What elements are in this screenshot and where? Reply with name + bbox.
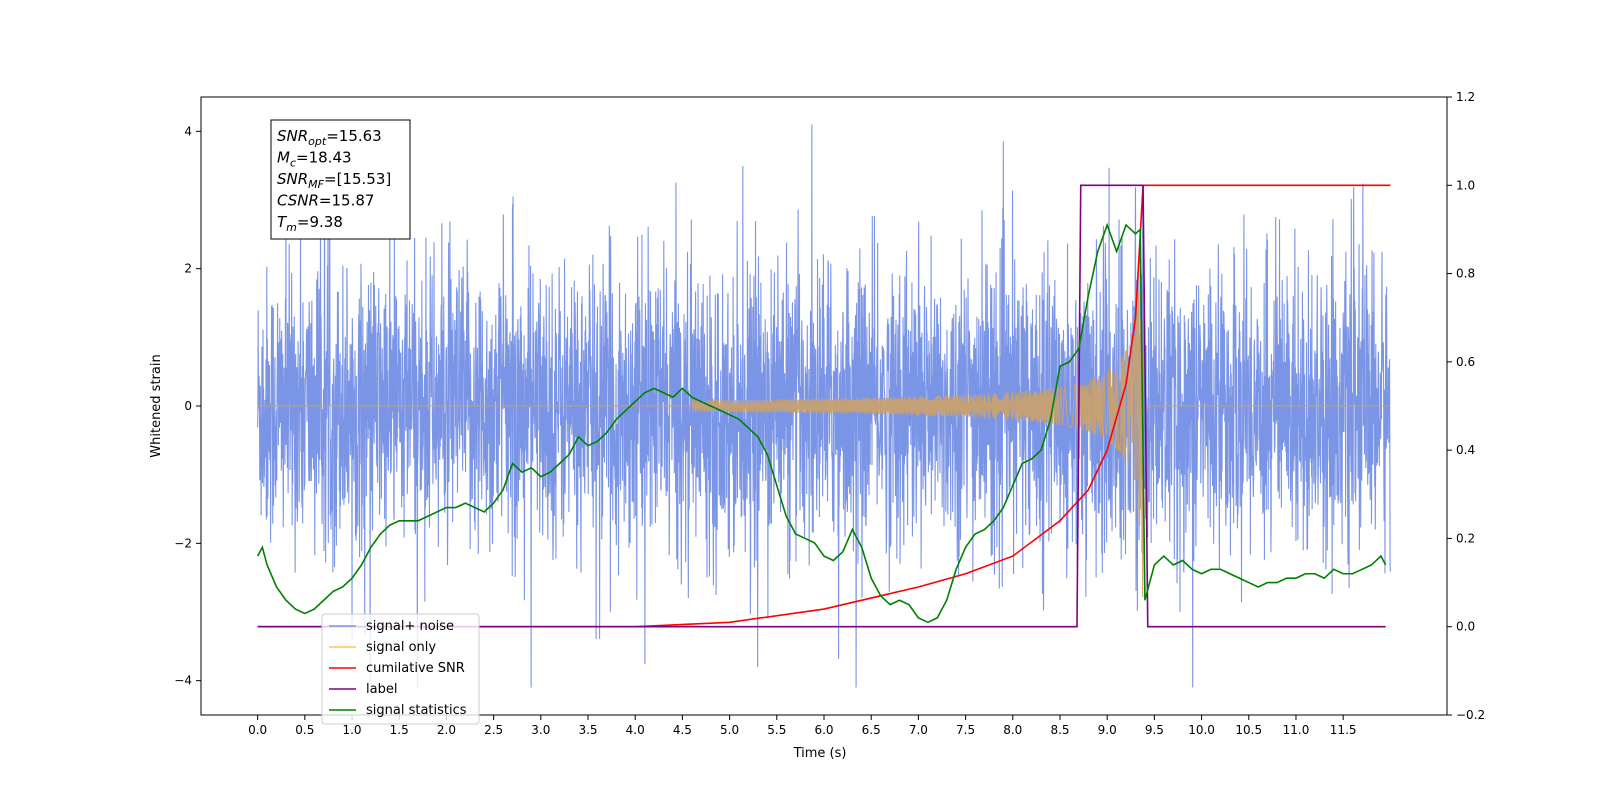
y-tick-label: −4 <box>174 674 192 688</box>
y-tick-label: −2 <box>174 536 192 550</box>
y-right-tick-label: 0.4 <box>1456 443 1475 457</box>
x-tick-label: 1.0 <box>342 723 361 737</box>
legend-label: signal statistics <box>366 703 467 718</box>
x-tick-label: 10.0 <box>1188 723 1215 737</box>
y-tick-label: 2 <box>184 262 192 276</box>
x-tick-label: 8.0 <box>1003 723 1022 737</box>
x-tick-label: 9.5 <box>1145 723 1164 737</box>
x-tick-label: 8.5 <box>1050 723 1069 737</box>
x-axis-label: Time (s) <box>793 746 847 761</box>
x-tick-label: 5.0 <box>720 723 739 737</box>
x-tick-label: 0.5 <box>295 723 314 737</box>
annotation-line: SNRMF=[15.53] <box>277 170 391 191</box>
y-axis-label: Whitened strain <box>149 354 164 457</box>
annotation-line: Mc=18.43 <box>277 149 352 170</box>
series-signal-noise <box>257 124 1391 688</box>
x-tick-label: 7.0 <box>909 723 928 737</box>
x-tick-label: 3.0 <box>531 723 550 737</box>
y-right-tick-label: 0.8 <box>1456 267 1475 281</box>
plot-area <box>256 124 1391 688</box>
series-signal-statistics <box>256 222 1387 624</box>
y-right-tick-label: −0.2 <box>1456 708 1485 722</box>
series-cumilative-snr <box>257 184 1391 628</box>
x-tick-label: 3.5 <box>578 723 597 737</box>
x-tick-label: 0.0 <box>248 723 267 737</box>
series-label <box>257 184 1386 628</box>
legend-label: signal only <box>366 640 436 655</box>
x-tick-label: 11.5 <box>1330 723 1357 737</box>
x-tick-label: 2.5 <box>484 723 503 737</box>
x-tick-label: 2.0 <box>437 723 456 737</box>
y-right-tick-label: 1.2 <box>1456 90 1475 104</box>
annotation-line: SNRopt=15.63 <box>277 127 382 148</box>
x-tick-label: 4.5 <box>673 723 692 737</box>
x-tick-label: 11.0 <box>1283 723 1310 737</box>
y-axis-right: −0.2 0.0 0.2 0.4 0.6 0.8 1.0 1.2 <box>1447 90 1485 722</box>
annotation-line: Tm=9.38 <box>277 213 343 234</box>
x-tick-label: 7.5 <box>956 723 975 737</box>
x-tick-label: 6.0 <box>814 723 833 737</box>
x-tick-label: 6.5 <box>862 723 881 737</box>
x-tick-label: 1.5 <box>390 723 409 737</box>
legend-label: signal+ noise <box>366 619 454 634</box>
y-right-tick-label: 0.0 <box>1456 620 1475 634</box>
x-tick-label: 9.0 <box>1098 723 1117 737</box>
y-right-tick-label: 1.0 <box>1456 178 1475 192</box>
annotation-frame <box>270 119 411 240</box>
series-signal-only <box>257 274 1391 598</box>
y-tick-label: 0 <box>184 399 192 413</box>
annotation-box: SNRopt=15.63Mc=18.43SNRMF=[15.53]CSNR=15… <box>270 119 411 240</box>
legend-label: label <box>366 682 397 697</box>
x-tick-label: 5.5 <box>767 723 786 737</box>
legend: signal+ noise signal only cumilative SNR la… <box>321 613 480 725</box>
x-axis: 0.0 0.5 1.0 1.5 2.0 2.5 3.0 3.5 4.0 4.5 5.0 5.5 6.0 6… <box>248 715 1357 737</box>
x-tick-label: 10.5 <box>1235 723 1262 737</box>
x-tick-label: 4.0 <box>626 723 645 737</box>
y-tick-label: 4 <box>184 124 192 138</box>
y-axis-left: −4 −2 0 2 4 <box>174 124 201 688</box>
legend-label: cumilative SNR <box>366 661 465 676</box>
annotation-line: CSNR=15.87 <box>277 192 374 210</box>
y-right-tick-label: 0.6 <box>1456 355 1475 369</box>
legend-frame <box>321 613 480 725</box>
y-right-tick-label: 0.2 <box>1456 531 1475 545</box>
